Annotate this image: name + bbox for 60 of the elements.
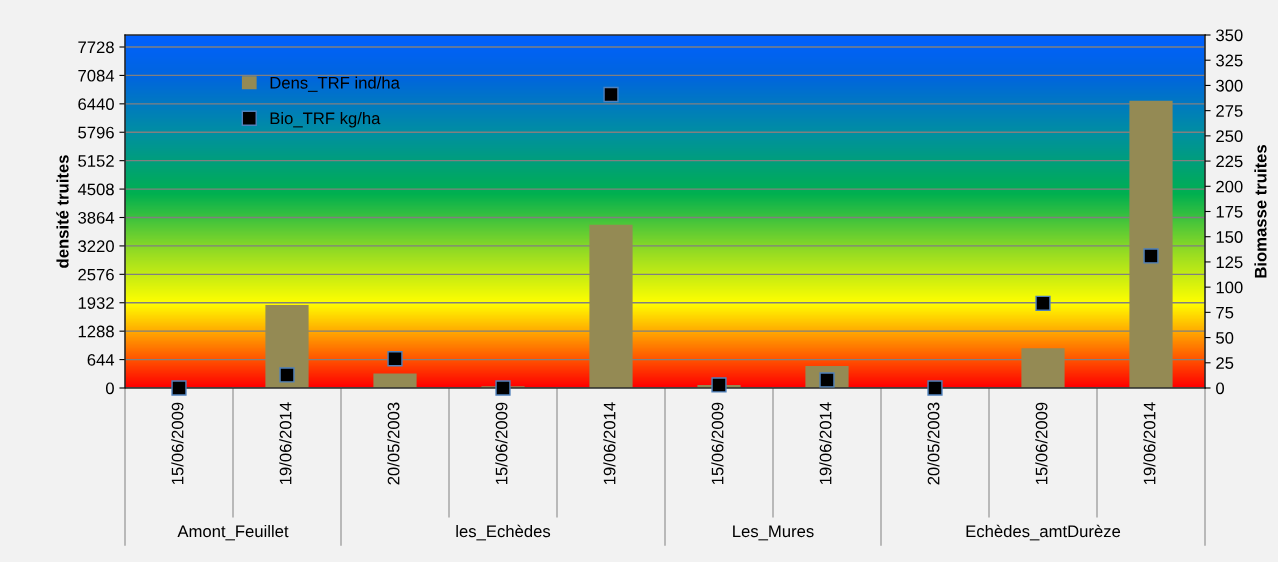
text: les_Echèdes (456, 524, 551, 541)
y2-tick-label: 350 (1216, 29, 1243, 42)
x-tick-label: 15/06/2009 (711, 402, 724, 485)
bar (1129, 100, 1173, 388)
y-tick-label: 5152 (78, 155, 114, 167)
y2-tick-label: 100 (1216, 281, 1243, 294)
y2-tick-label: 275 (1216, 105, 1243, 117)
point (1035, 295, 1051, 311)
point (711, 377, 727, 393)
bar (589, 224, 633, 388)
y2-tick-label: 300 (1216, 79, 1243, 92)
y-tick-label: 6440 (78, 98, 114, 111)
y-tick-label: 4508 (77, 183, 114, 196)
legend-label: Bio_TRF kg/ha (270, 112, 381, 128)
text: Echèdes_amtDurèze (966, 524, 1121, 541)
legend-label: Dens_TRF ind/ha (270, 76, 400, 92)
y2-tick-label: 0 (1216, 382, 1225, 395)
bar (265, 305, 309, 388)
x-tick-label: 19/06/2014 (1143, 402, 1156, 485)
bar (1021, 348, 1065, 388)
y-tick-label: 3864 (78, 211, 115, 224)
point (495, 380, 511, 396)
y-tick-label: 7084 (78, 69, 115, 82)
y-tick-label: 0 (105, 382, 114, 395)
x-tick-label: 19/06/2014 (819, 402, 832, 485)
point (279, 367, 295, 383)
y2-tick-label: 200 (1216, 180, 1243, 193)
y2-tick-label: 50 (1216, 331, 1234, 344)
y2-tick-label: 125 (1216, 256, 1243, 269)
x-tick-label: 15/06/2009 (171, 402, 184, 485)
text: Les_Mures (733, 525, 814, 541)
y-tick-label: 2576 (78, 268, 114, 281)
point (927, 380, 943, 396)
y-axis-title: densité truites (56, 155, 69, 268)
point (1143, 248, 1159, 264)
y2-tick-label: 175 (1216, 206, 1243, 218)
x-tick-label: 20/05/2003 (927, 402, 940, 485)
x-tick-label: 15/06/2009 (1035, 402, 1048, 485)
x-tick-label: 19/06/2014 (603, 402, 616, 485)
y2-tick-label: 75 (1216, 306, 1234, 319)
y2-tick-label: 150 (1216, 231, 1243, 243)
y-tick-label: 1288 (78, 325, 114, 338)
y-tick-label: 644 (87, 353, 115, 366)
x-tick-label: 19/06/2014 (279, 402, 292, 485)
y2-tick-label: 25 (1216, 357, 1234, 369)
y2-tick-label: 225 (1216, 155, 1243, 168)
y-tick-label: 3220 (78, 240, 114, 253)
x-tick-label: 20/05/2003 (387, 402, 400, 485)
y-tick-label: 5796 (78, 126, 114, 139)
point (603, 86, 619, 103)
y2-tick-label: 250 (1216, 130, 1243, 143)
y-tick-label: 7728 (78, 41, 114, 54)
text: Amont_Feuillet (177, 524, 289, 541)
y-tick-label: 1932 (78, 297, 114, 309)
y2-axis-title: Biomasse truites (1254, 145, 1267, 278)
point (171, 380, 187, 396)
point (387, 351, 403, 367)
bar (373, 373, 417, 388)
x-tick-label: 15/06/2009 (495, 402, 508, 485)
y2-tick-label: 325 (1216, 54, 1243, 67)
